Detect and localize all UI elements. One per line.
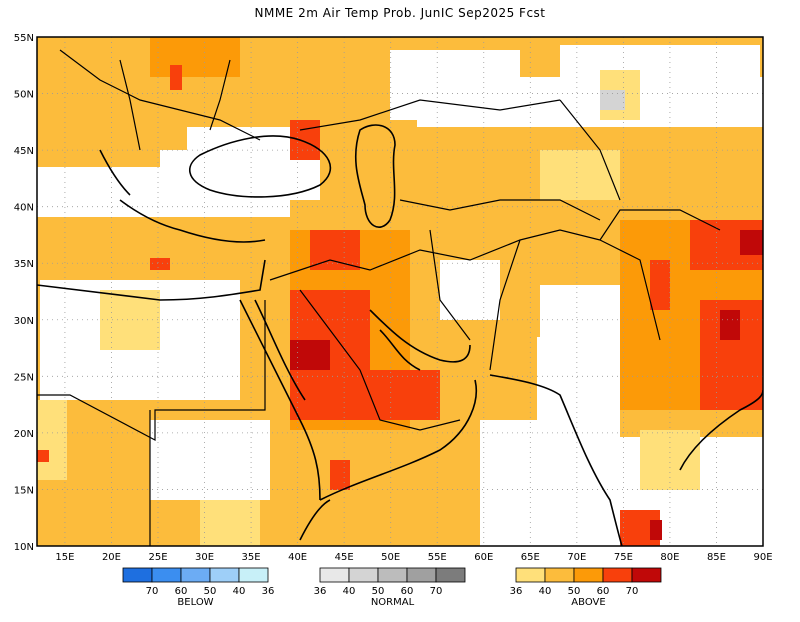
lat-label: 20N [14,429,34,440]
lon-label: 75E [614,552,633,563]
lon-label: 40E [288,552,307,563]
lon-label: 35E [242,552,261,563]
lat-label: 45N [14,146,34,157]
lon-label: 55E [428,552,447,563]
lon-label: 70E [567,552,586,563]
lon-label: 15E [55,552,74,563]
lon-label: 25E [148,552,167,563]
latitude-labels: 55N 50N 45N 40N 35N 30N 25N 20N 15N 10N [14,33,34,553]
lat-label: 10N [14,542,34,553]
lat-label: 35N [14,259,34,270]
legend-tick-above: 50 [568,586,581,597]
legend-swatch-above [515,567,546,583]
lon-label: 20E [102,552,121,563]
lat-label: 25N [14,372,34,383]
legend-swatch-above [631,567,662,583]
legend-tick-normal: 60 [401,586,414,597]
lon-label: 80E [660,552,679,563]
lon-label: 85E [707,552,726,563]
lat-label: 50N [14,90,34,101]
legend-swatch-normal [406,567,437,583]
legend-swatch-below [180,567,211,583]
legend-swatch-normal [377,567,408,583]
coastlines [37,124,763,546]
lon-label: 65E [521,552,540,563]
legend-title-above: ABOVE [571,597,605,608]
legend-swatch-normal [319,567,350,583]
legend-tick-above: 70 [626,586,639,597]
grid-lines [37,37,763,546]
legend-tick-normal: 40 [343,586,356,597]
legend-tick-below: 40 [233,586,246,597]
legend-tick-below: 60 [175,586,188,597]
map-title: NMME 2m Air Temp Prob. JunIC Sep2025 Fcs… [254,6,546,20]
legend-swatch-normal [348,567,379,583]
legend-swatch-above [573,567,604,583]
legend-swatch-below [209,567,240,583]
legend-tick-above: 40 [539,586,552,597]
lon-label: 90E [753,552,772,563]
legend-tick-normal: 36 [314,586,327,597]
legend-swatch-normal [435,567,466,583]
lon-label: 50E [381,552,400,563]
legend-tick-normal: 70 [430,586,443,597]
legend-tick-above: 60 [597,586,610,597]
legend-title-normal: NORMAL [371,597,415,608]
lat-label: 30N [14,316,34,327]
country-borders [37,49,721,546]
lat-label: 15N [14,485,34,496]
lon-label: 60E [474,552,493,563]
map-frame [36,36,764,547]
legend-swatch-below [151,567,182,583]
lon-label: 30E [195,552,214,563]
longitude-labels: 15E 20E 25E 30E 35E 40E 45E 50E 55E 60E 65E 70E 75E 8… [55,552,772,563]
legend-swatch-below [238,567,269,583]
legend-title-below: BELOW [177,597,213,608]
lon-label: 45E [335,552,354,563]
legend-tick-below: 70 [146,586,159,597]
lat-label: 40N [14,203,34,214]
legend-tick-below: 50 [204,586,217,597]
lat-label: 55N [14,33,34,44]
legend-tick-normal: 50 [372,586,385,597]
legend: 70 60 50 40 36 BELOW 36 40 50 60 70 NORMAL 36 40 50 60 7… [122,567,662,608]
legend-tick-above: 36 [510,586,523,597]
legend-swatch-above [544,567,575,583]
legend-tick-below: 36 [262,586,275,597]
legend-swatch-below [122,567,153,583]
legend-swatch-above [602,567,633,583]
